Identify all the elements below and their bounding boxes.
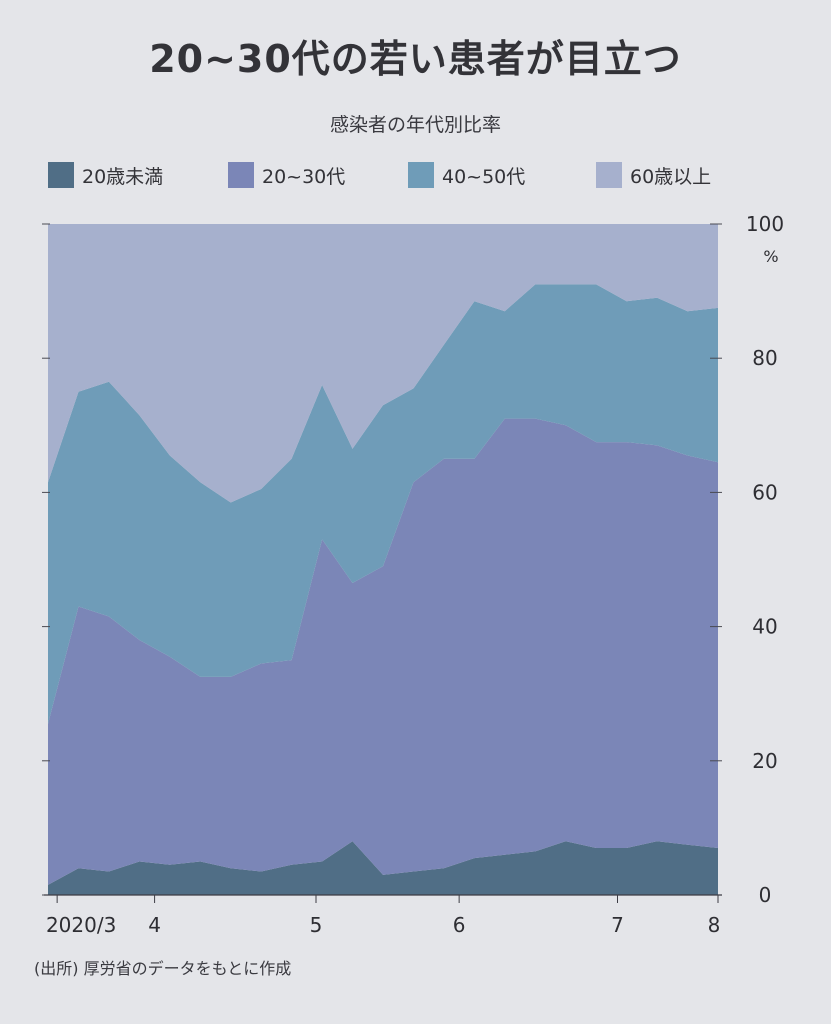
y-tick-label: 0 [759,883,772,907]
x-tick-label: 6 [453,913,466,937]
y-tick-label: 80 [752,346,777,370]
chart-legend: 20歳未満 20~30代 40~50代 60歳以上 [48,160,748,190]
legend-swatch [596,162,622,188]
x-tick-label: 4 [148,913,161,937]
chart-title: 20~30代の若い患者が目立つ [149,37,682,81]
legend-swatch [48,162,74,188]
area-series [48,418,718,885]
y-tick-label: 40 [752,615,777,639]
y-unit-label: % [763,247,778,266]
x-tick-label: 7 [611,913,624,937]
x-tick-label: 2020/3 [46,913,116,937]
legend-label: 20歳未満 [82,165,164,188]
y-tick-label: 20 [752,749,777,773]
legend-item: 40~50代 [408,160,525,190]
legend-item: 20~30代 [228,160,345,190]
y-tick-label: 60 [752,480,777,504]
area-series [48,841,718,895]
y-tick-label: 100 [746,212,784,236]
legend-swatch [408,162,434,188]
x-tick-label: 5 [310,913,323,937]
area-series [48,224,718,503]
legend-item: 20歳未満 [48,160,163,190]
x-tick-label: 8 [708,913,721,937]
chart-subtitle: 感染者の年代別比率 [329,114,501,136]
legend-swatch [228,162,254,188]
legend-item: 60歳以上 [596,160,711,190]
legend-label: 20~30代 [262,165,346,188]
legend-label: 40~50代 [442,165,526,188]
legend-label: 60歳以上 [630,165,712,188]
area-series [48,284,718,724]
source-note: (出所) 厚労省のデータをもとに作成 [34,959,292,978]
